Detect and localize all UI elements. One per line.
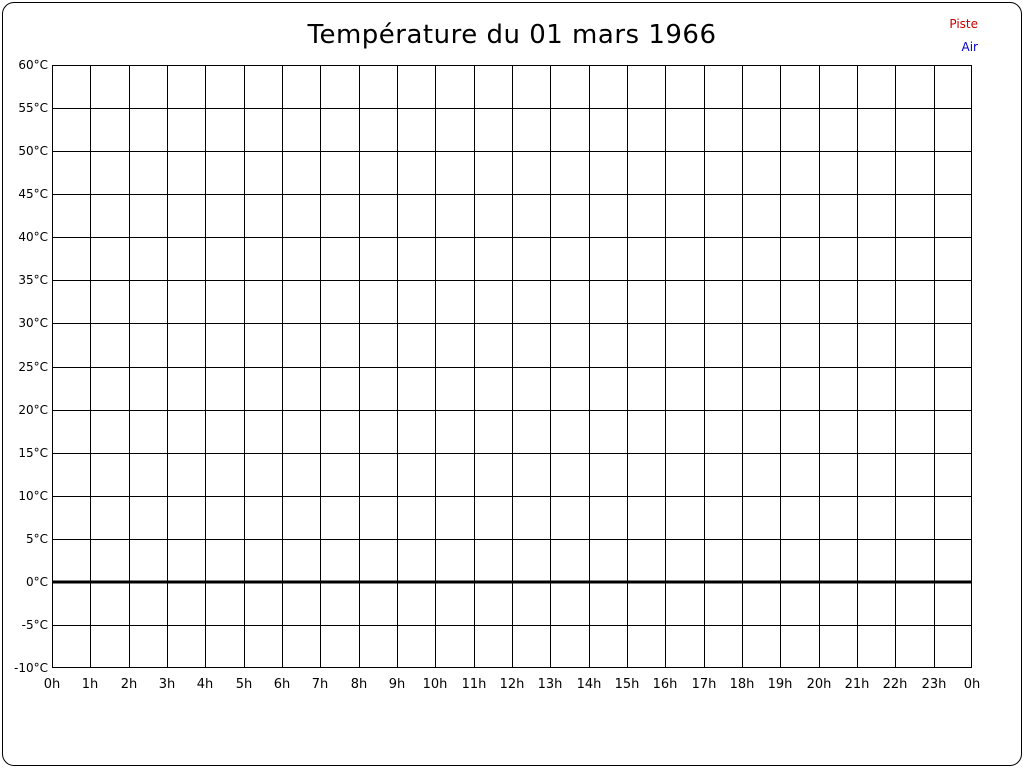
legend-item-air: Air — [961, 39, 978, 54]
x-axis-tick-label: 4h — [196, 677, 214, 692]
x-axis-tick-label: 8h — [350, 677, 368, 692]
y-axis-tick-label: 45°C — [18, 187, 48, 201]
x-axis-tick-label: 22h — [882, 677, 908, 692]
x-axis-tick-label: 17h — [691, 677, 717, 692]
x-axis-tick-label: 10h — [422, 677, 448, 692]
y-axis-tick-label: 5°C — [25, 532, 48, 546]
x-axis-tick-label: 9h — [388, 677, 406, 692]
x-axis-tick-label: 18h — [729, 677, 755, 692]
x-axis-tick-label: 21h — [844, 677, 870, 692]
y-axis-tick-label: 15°C — [18, 446, 48, 460]
x-axis-tick-label: 6h — [273, 677, 291, 692]
x-axis-tick-label: 14h — [576, 677, 602, 692]
x-axis-tick-label: 12h — [499, 677, 525, 692]
x-axis-tick-label: 0h — [963, 677, 981, 692]
y-axis-tick-label: 55°C — [18, 101, 48, 115]
y-axis-tick-label: -10°C — [14, 661, 48, 675]
y-axis-tick-label: 35°C — [18, 273, 48, 287]
plot-grid — [52, 65, 972, 668]
x-axis-tick-label: 0h — [43, 677, 61, 692]
x-axis-tick-label: 16h — [652, 677, 678, 692]
x-axis-tick-label: 11h — [461, 677, 487, 692]
y-axis-tick-label: 10°C — [18, 489, 48, 503]
x-axis-tick-label: 23h — [921, 677, 947, 692]
y-axis-tick-label: -5°C — [21, 618, 48, 632]
x-axis-tick-label: 19h — [767, 677, 793, 692]
y-axis-tick-label: 25°C — [18, 360, 48, 374]
x-axis-tick-label: 1h — [81, 677, 99, 692]
y-axis-tick-label: 50°C — [18, 144, 48, 158]
x-axis-tick-label: 7h — [311, 677, 329, 692]
x-axis-tick-label: 3h — [158, 677, 176, 692]
y-axis-tick-label: 0°C — [25, 575, 48, 589]
y-axis-tick-label: 40°C — [18, 230, 48, 244]
y-axis-tick-label: 20°C — [18, 403, 48, 417]
x-axis-tick-label: 15h — [614, 677, 640, 692]
y-axis-tick-label: 30°C — [18, 316, 48, 330]
plot-area — [52, 65, 972, 668]
y-axis-tick-label: 60°C — [18, 58, 48, 72]
x-axis-tick-label: 20h — [806, 677, 832, 692]
chart-title: Température du 01 mars 1966 — [307, 20, 717, 50]
x-axis-tick-label: 5h — [235, 677, 253, 692]
legend-item-piste: Piste — [949, 17, 978, 31]
chart-legend: Piste Air — [949, 13, 978, 59]
x-axis-tick-label: 13h — [537, 677, 563, 692]
x-axis-tick-label: 2h — [120, 677, 138, 692]
